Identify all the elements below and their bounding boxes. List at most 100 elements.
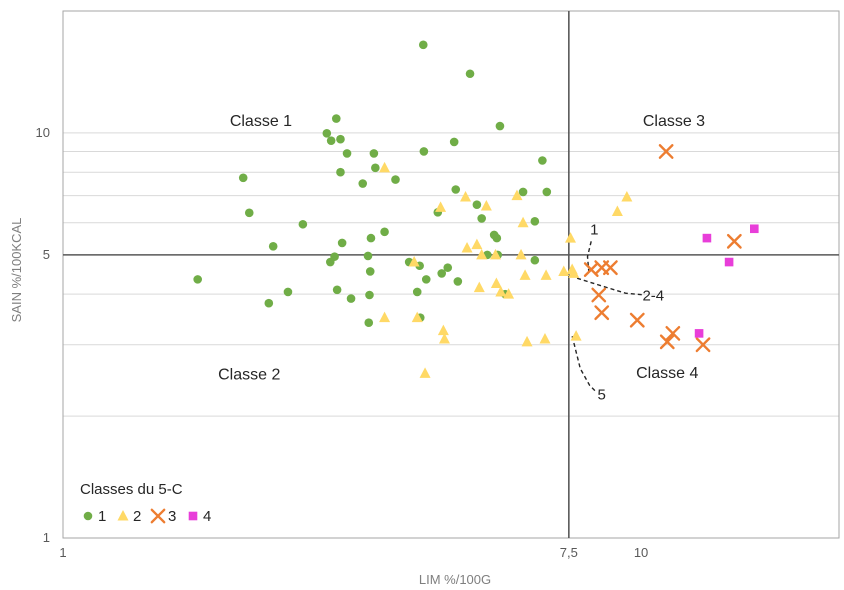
point-series-1 bbox=[193, 275, 202, 284]
point-series-1 bbox=[421, 275, 431, 284]
point-series-2 bbox=[517, 216, 529, 228]
point-series-1 bbox=[477, 214, 486, 223]
point-series-1 bbox=[449, 137, 459, 147]
point-series-1 bbox=[412, 287, 422, 297]
point-series-3 bbox=[665, 325, 681, 341]
series-4 bbox=[694, 224, 759, 338]
point-series-2 bbox=[411, 311, 423, 323]
legend-label: 3 bbox=[168, 508, 176, 525]
point-series-1 bbox=[298, 219, 308, 229]
point-series-2 bbox=[511, 189, 523, 201]
point-series-2 bbox=[438, 332, 450, 344]
threshold-lines bbox=[63, 11, 839, 538]
data-points bbox=[193, 40, 759, 378]
point-series-2 bbox=[437, 324, 449, 336]
point-series-2 bbox=[621, 190, 633, 202]
point-series-2 bbox=[435, 201, 447, 212]
point-series-1 bbox=[244, 208, 254, 218]
point-series-1 bbox=[358, 179, 368, 188]
quadrant-labels: Classe 1 Classe 3 Classe 2 Classe 4 bbox=[218, 113, 705, 384]
axis-ticks: 1 7,5 10 1 5 10 bbox=[36, 125, 649, 560]
annotation-line bbox=[571, 336, 597, 392]
y-axis-title: SAIN %/100KCAL bbox=[9, 218, 24, 323]
legend-label: 1 bbox=[98, 508, 106, 525]
point-series-1 bbox=[268, 241, 278, 251]
point-series-2 bbox=[519, 269, 531, 280]
legend-entries: 1 2 3 4 bbox=[83, 508, 211, 525]
point-series-1 bbox=[365, 267, 375, 276]
annotation-line bbox=[586, 241, 592, 272]
legend-marker-2 bbox=[117, 510, 129, 521]
point-series-2 bbox=[515, 248, 527, 260]
point-series-2 bbox=[495, 285, 507, 297]
point-series-2 bbox=[461, 241, 473, 253]
point-series-1 bbox=[366, 233, 376, 243]
point-series-1 bbox=[443, 263, 453, 272]
point-series-1 bbox=[342, 149, 352, 158]
point-series-1 bbox=[419, 147, 429, 156]
point-series-3 bbox=[629, 312, 645, 328]
point-series-2 bbox=[521, 335, 533, 347]
point-series-1 bbox=[451, 185, 461, 194]
point-series-4 bbox=[702, 233, 712, 243]
point-series-2 bbox=[480, 200, 492, 211]
point-series-2 bbox=[539, 332, 551, 344]
point-series-1 bbox=[330, 252, 339, 261]
x-tick-label: 7,5 bbox=[560, 545, 578, 560]
point-series-2 bbox=[568, 267, 580, 278]
point-series-1 bbox=[380, 227, 389, 237]
point-series-1 bbox=[369, 149, 379, 158]
legend-marker-1 bbox=[83, 511, 93, 521]
point-series-1 bbox=[472, 200, 482, 210]
point-series-1 bbox=[371, 163, 380, 173]
annotation-label: 1 bbox=[590, 222, 598, 239]
point-series-3 bbox=[602, 260, 618, 276]
legend-marker-4 bbox=[188, 511, 198, 521]
point-series-1 bbox=[538, 156, 547, 165]
plot-area-frame bbox=[62, 10, 840, 539]
point-series-1 bbox=[283, 287, 293, 297]
point-series-2 bbox=[611, 205, 623, 216]
y-tick-label: 1 bbox=[43, 530, 50, 545]
point-series-1 bbox=[332, 285, 342, 295]
point-series-1 bbox=[437, 269, 447, 278]
point-series-2 bbox=[503, 288, 515, 299]
point-series-1 bbox=[337, 238, 347, 248]
point-series-1 bbox=[518, 187, 528, 197]
legend-label: 4 bbox=[203, 508, 211, 525]
point-series-1 bbox=[495, 121, 505, 131]
point-series-2 bbox=[419, 367, 431, 378]
point-series-2 bbox=[540, 269, 552, 280]
point-series-1 bbox=[238, 173, 248, 183]
point-series-1 bbox=[530, 217, 540, 226]
point-series-1 bbox=[530, 255, 540, 265]
point-series-4 bbox=[694, 329, 704, 338]
point-series-1 bbox=[364, 318, 374, 328]
point-series-3 bbox=[591, 287, 607, 303]
y-tick-label: 5 bbox=[43, 247, 50, 262]
y-tick-label: 10 bbox=[36, 125, 50, 140]
legend: Classes du 5-C 1 2 3 4 bbox=[80, 481, 211, 525]
point-series-1 bbox=[492, 233, 502, 243]
point-series-1 bbox=[465, 69, 475, 79]
point-series-2 bbox=[565, 232, 577, 243]
point-series-2 bbox=[490, 277, 502, 288]
point-series-2 bbox=[408, 256, 420, 267]
point-series-4 bbox=[724, 257, 734, 267]
point-series-4 bbox=[750, 224, 759, 234]
point-series-1 bbox=[331, 114, 341, 123]
point-series-3 bbox=[658, 144, 674, 159]
point-series-3 bbox=[726, 233, 742, 249]
point-series-3 bbox=[594, 305, 610, 321]
point-series-1 bbox=[418, 40, 428, 50]
point-series-1 bbox=[326, 136, 336, 145]
point-series-2 bbox=[476, 248, 488, 260]
x-axis-title: LIM %/100G bbox=[419, 572, 491, 587]
point-series-2 bbox=[379, 161, 391, 173]
point-series-1 bbox=[365, 290, 374, 300]
series-2 bbox=[379, 161, 633, 378]
point-series-1 bbox=[542, 187, 552, 197]
point-series-1 bbox=[391, 175, 400, 184]
point-series-1 bbox=[363, 251, 373, 261]
